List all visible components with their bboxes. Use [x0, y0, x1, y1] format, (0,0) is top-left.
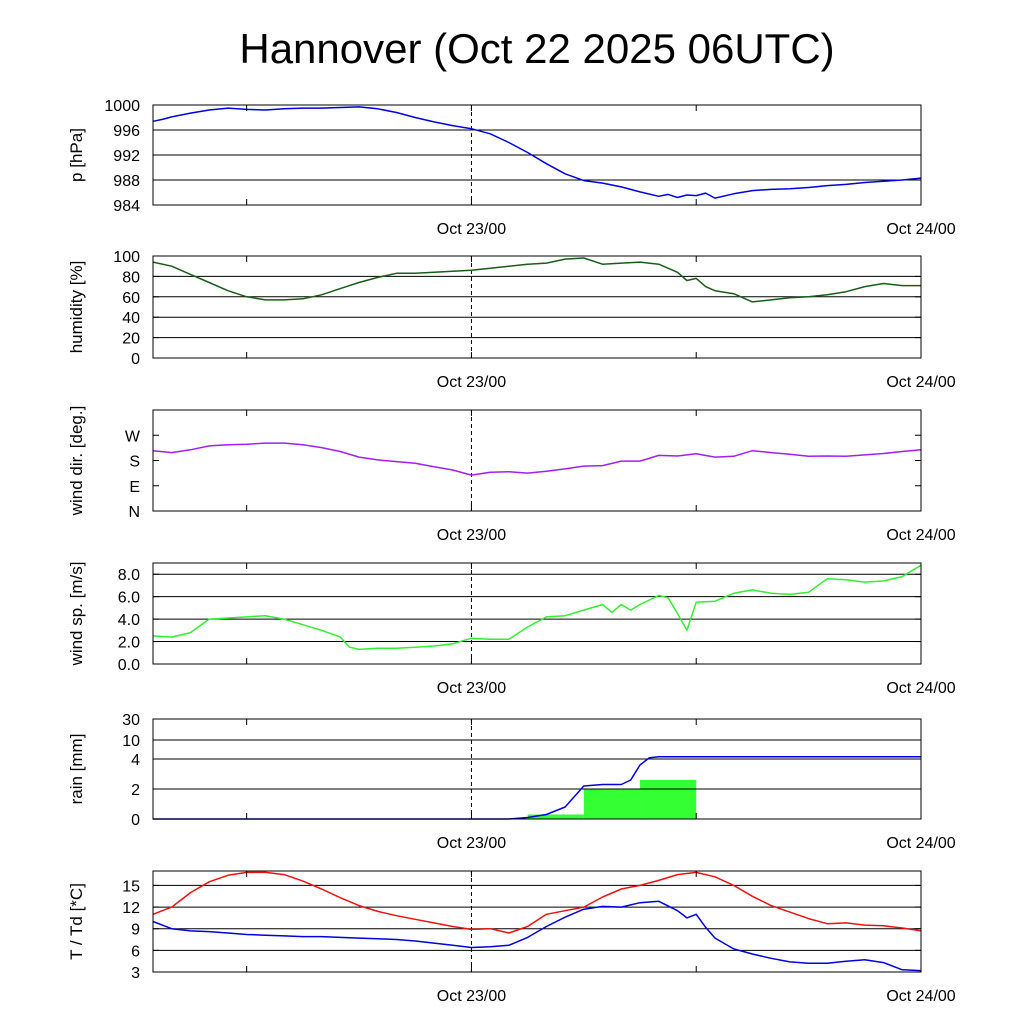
y-tick-label: 100: [113, 249, 140, 266]
y-axis-title: p [hPa]: [67, 128, 86, 182]
y-tick-label: N: [128, 504, 140, 521]
y-tick-label: 12: [122, 900, 140, 917]
page-title: Hannover (Oct 22 2025 06UTC): [239, 25, 834, 72]
plot-frame: [152, 562, 922, 665]
y-tick-label: 984: [113, 198, 140, 215]
series-line: [152, 442, 922, 476]
y-tick-label: 4.0: [118, 612, 140, 629]
y-tick-label: 10: [122, 733, 140, 750]
y-tick-label: 2.0: [118, 635, 140, 652]
plot-frame: [152, 870, 922, 973]
panel-temperature-dewpoint: 3 6 9 12 15 Oct 23/00 Oct 24/00 T / Td [*C]: [67, 870, 956, 1005]
y-tick-label: 30: [122, 712, 140, 729]
y-tick-label: 4: [131, 752, 140, 769]
x-tick-label: Oct 24/00: [886, 835, 955, 852]
x-tick-label: Oct 23/00: [437, 527, 506, 544]
series-line: [152, 871, 922, 934]
y-tick-label: 80: [122, 269, 140, 286]
y-tick-label: 6.0: [118, 590, 140, 607]
y-axis-title: humidity [%]: [67, 261, 86, 354]
plot-frame: [152, 255, 922, 359]
plot-frame: [152, 409, 922, 512]
y-tick-label: 992: [113, 148, 140, 165]
y-axis-title: T / Td [*C]: [67, 883, 86, 960]
y-tick-label: 20: [122, 331, 140, 348]
y-tick-label: W: [125, 428, 141, 445]
y-tick-label: 0.0: [118, 657, 140, 674]
y-tick-label: 988: [113, 173, 140, 190]
series-line: [152, 564, 922, 651]
panel-humidity: 0 20 40 60 80 100 Oct 23/00 Oct 24/00 humidity […: [67, 249, 956, 391]
x-tick-label: Oct 24/00: [886, 988, 955, 1005]
y-tick-label: 40: [122, 310, 140, 327]
y-tick-label: 60: [122, 290, 140, 307]
series-line: [152, 257, 921, 303]
series-line: [153, 756, 921, 820]
y-tick-label: 996: [113, 123, 140, 140]
y-tick-label: 6: [131, 943, 140, 960]
y-tick-label: 0: [131, 812, 140, 829]
panel-pressure: 984 988 992 996 1000 Oct 23/00 Oct 24/00 p [hPa…: [67, 98, 956, 238]
x-tick-label: Oct 23/00: [437, 680, 506, 697]
y-tick-label: E: [129, 479, 140, 496]
x-tick-label: Oct 23/00: [437, 374, 506, 391]
y-tick-label: 1000: [104, 98, 140, 115]
plot-frame: [152, 718, 922, 820]
panel-rain: 0 2 4 10 30 Oct 23/00 Oct 24/00 rain [mm]: [67, 712, 956, 852]
x-tick-label: Oct 23/00: [437, 988, 506, 1005]
x-tick-label: Oct 24/00: [886, 374, 955, 391]
rain-bar: [640, 780, 697, 819]
y-tick-label: 15: [122, 878, 140, 895]
y-axis-title: wind sp. [m/s]: [67, 562, 86, 667]
y-axis-title: rain [mm]: [67, 734, 86, 805]
panel-wind-speed: 0.0 2.0 4.0 6.0 8.0 Oct 23/00 Oct 24/00 wind sp…: [67, 562, 956, 697]
x-tick-label: Oct 24/00: [886, 680, 955, 697]
y-tick-label: 2: [131, 782, 140, 799]
series-line: [152, 900, 922, 972]
y-tick-label: 0: [131, 351, 140, 368]
rain-bar: [583, 789, 641, 819]
y-tick-label: 9: [131, 922, 140, 939]
y-tick-label: 8.0: [118, 567, 140, 584]
y-tick-label: 3: [131, 965, 140, 982]
y-axis-title: wind dir. [deg.]: [67, 406, 86, 517]
y-tick-label: S: [129, 454, 140, 471]
series-line: [152, 106, 922, 199]
x-tick-label: Oct 24/00: [886, 221, 955, 238]
x-tick-label: Oct 23/00: [437, 835, 506, 852]
x-tick-label: Oct 24/00: [886, 527, 955, 544]
rain-bar: [527, 814, 584, 819]
x-tick-label: Oct 23/00: [437, 221, 506, 238]
